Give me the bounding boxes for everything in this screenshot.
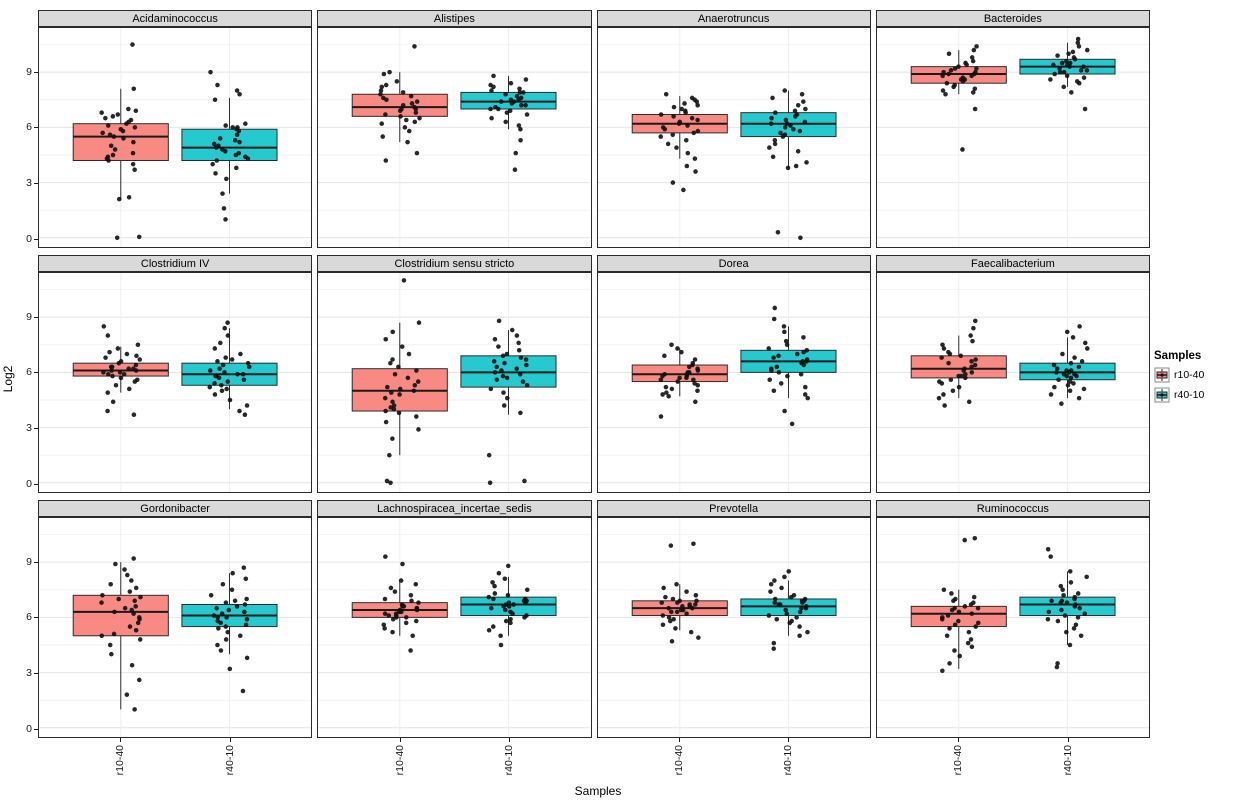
- facet-strip: Faecalibacterium: [875, 255, 1150, 272]
- x-axis-title: Samples: [574, 784, 622, 798]
- x-tick-label: r10-40: [952, 745, 965, 776]
- legend-entry: r10-40: [1154, 367, 1238, 383]
- y-tick-mark: [34, 316, 38, 318]
- y-tick-mark: [34, 673, 38, 674]
- facet-panel: [317, 27, 592, 248]
- y-tick-label: 9: [26, 65, 32, 78]
- facet-strip: Clostridium IV: [38, 255, 313, 272]
- legend-entries: r10-40 r40-10: [1154, 367, 1238, 403]
- y-tick-label: 3: [26, 667, 32, 679]
- legend-entry-label: r40-10: [1174, 389, 1205, 401]
- facet-strip: Acidaminococcus: [38, 10, 313, 27]
- x-tick-label: r10-40: [114, 745, 127, 776]
- legend: Samples r10-40 r40-10: [1154, 350, 1238, 407]
- y-tick-mark: [34, 372, 38, 374]
- x-tick-mark: [229, 738, 231, 742]
- y-tick-mark: [34, 617, 38, 619]
- x-tick-mark: [958, 738, 960, 742]
- y-tick-mark: [34, 428, 38, 429]
- y-tick-label: 9: [26, 310, 32, 323]
- facet-panel: [875, 27, 1150, 248]
- x-tick-mark: [1067, 738, 1069, 742]
- y-axis-title: Log2: [1, 365, 15, 393]
- x-tick-label: r40-10: [782, 745, 795, 776]
- y-tick-mark: [34, 183, 38, 184]
- facet-panel: [596, 27, 871, 248]
- y-tick-label: 3: [26, 422, 32, 434]
- legend-key-boxplot-icon: [1154, 387, 1170, 403]
- facet-panel: [596, 272, 871, 493]
- facet-strip: Dorea: [596, 255, 871, 272]
- x-tick-label: r10-40: [672, 745, 685, 776]
- y-tick-label: 6: [26, 366, 32, 379]
- legend-entry: r40-10: [1154, 387, 1238, 403]
- facet-strip: Anaerotruncus: [596, 10, 871, 27]
- facet-strip: Ruminococcus: [875, 500, 1150, 517]
- x-tick-mark: [399, 738, 401, 742]
- x-tick-label: r40-10: [1061, 745, 1074, 776]
- facet-strip: Alistipes: [317, 10, 592, 27]
- facet-panel: [38, 517, 313, 738]
- y-tick-label: 9: [26, 555, 32, 568]
- x-tick-mark: [678, 738, 680, 742]
- facet-strip: Clostridium sensu stricto: [317, 255, 592, 272]
- y-tick-mark: [34, 238, 38, 240]
- legend-key-boxplot-icon: [1154, 367, 1170, 383]
- x-tick-mark: [788, 738, 790, 742]
- facet-panel: [38, 272, 313, 493]
- y-tick-mark: [34, 71, 38, 73]
- x-tick-mark: [509, 738, 511, 742]
- y-tick-mark: [34, 728, 38, 730]
- facet-strip: Lachnospiracea_incertae_sedis: [317, 500, 592, 517]
- x-tick-label: r10-40: [393, 745, 406, 776]
- x-tick-label: r40-10: [223, 745, 236, 776]
- y-tick-label: 6: [26, 611, 32, 624]
- facet-panel: [596, 517, 871, 738]
- facet-panel: [317, 517, 592, 738]
- legend-title: Samples: [1154, 350, 1202, 362]
- facet-strip: Bacteroides: [875, 10, 1150, 27]
- y-tick-mark: [34, 483, 38, 485]
- facet-strip: Gordonibacter: [38, 500, 313, 517]
- y-tick-label: 0: [26, 232, 32, 245]
- x-tick-label: r40-10: [503, 745, 516, 776]
- y-tick-label: 6: [26, 121, 32, 134]
- facet-panel: [38, 27, 313, 248]
- facet-panel: [875, 272, 1150, 493]
- facet-strip: Prevotella: [596, 500, 871, 517]
- y-tick-mark: [34, 561, 38, 563]
- x-tick-mark: [120, 738, 122, 742]
- y-tick-label: 0: [26, 722, 32, 735]
- facet-panel: [317, 272, 592, 493]
- y-tick-mark: [34, 127, 38, 129]
- legend-entry-label: r10-40: [1174, 369, 1205, 381]
- y-tick-label: 0: [26, 477, 32, 490]
- y-tick-label: 3: [26, 177, 32, 189]
- facet-panel: [875, 517, 1150, 738]
